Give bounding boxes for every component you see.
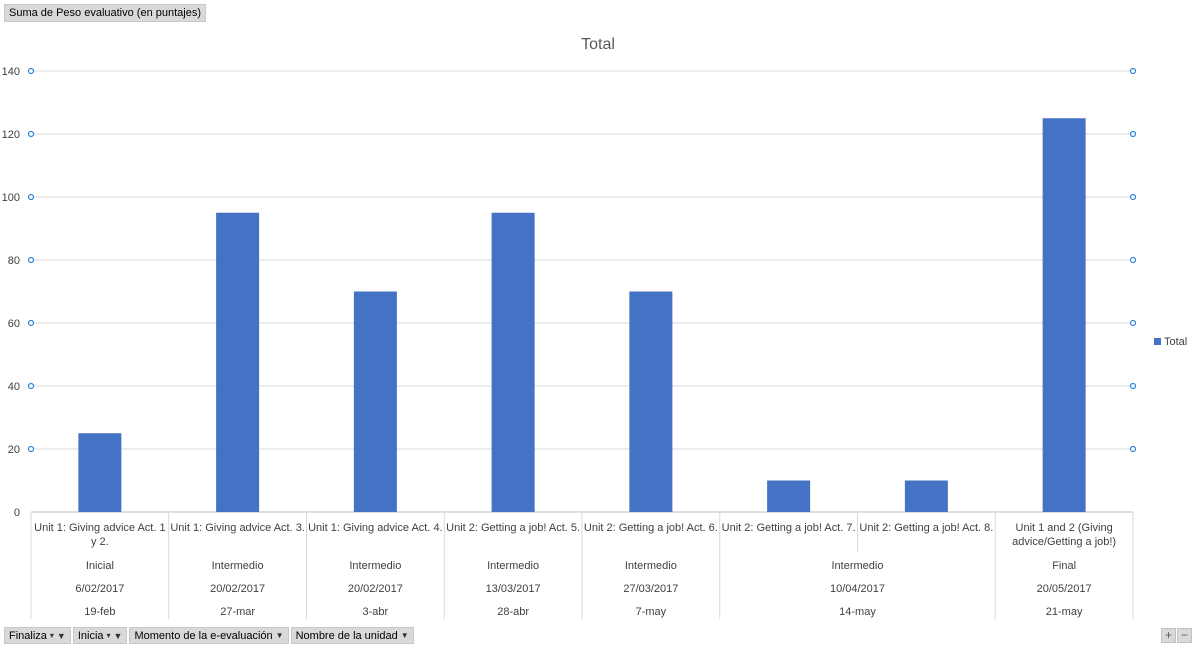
bars (78, 118, 1086, 513)
selection-handle[interactable] (27, 130, 35, 138)
category-label: Unit 2: Getting a job! Act. 6. (584, 522, 718, 534)
group-label: 7-may (636, 606, 667, 618)
group-label: Final (1052, 560, 1076, 572)
filter-field-button[interactable]: Momento de la e-evaluación ▼ (129, 627, 289, 644)
bar[interactable] (353, 291, 397, 513)
group-label: 19-feb (84, 606, 115, 618)
funnel-icon: ▼ (56, 630, 66, 641)
group-label: 27/03/2017 (623, 583, 678, 595)
group-label: 20/02/2017 (348, 583, 403, 595)
y-tick-label: 0 (14, 507, 20, 519)
group-label: Intermedio (212, 560, 264, 572)
zoom-out-button[interactable]: − (1177, 628, 1192, 643)
funnel-icon: ▼ (113, 630, 123, 641)
y-tick-label: 120 (2, 129, 20, 141)
y-tick-label: 20 (8, 444, 20, 456)
group-label: 28-abr (497, 606, 529, 618)
selection-handle[interactable] (1129, 130, 1137, 138)
bar[interactable] (1042, 118, 1086, 512)
group-label: 21-may (1046, 606, 1083, 618)
bar[interactable] (78, 433, 122, 512)
selection-handle[interactable] (1129, 193, 1137, 201)
selection-handle[interactable] (1129, 319, 1137, 327)
category-label: Unit 1 and 2 (Giving advice/Getting a job… (1012, 522, 1116, 548)
selection-handle[interactable] (1129, 67, 1137, 75)
y-tick-label: 60 (8, 318, 20, 330)
filter-field-button[interactable]: Inicia ▾ ▼ (72, 627, 128, 644)
group-label: Inicial (86, 560, 114, 572)
selection-handle[interactable] (27, 67, 35, 75)
selection-handle[interactable] (27, 445, 35, 453)
value-field-button[interactable]: Suma de Peso evaluativo (en puntajes) (4, 4, 207, 22)
group-label: 20/02/2017 (210, 583, 265, 595)
bar[interactable] (767, 480, 811, 513)
selection-handle[interactable] (1129, 256, 1137, 264)
y-tick-label: 40 (8, 381, 20, 393)
selection-handles (27, 67, 1137, 453)
bar[interactable] (491, 212, 535, 512)
chevron-down-icon: ▼ (400, 630, 409, 640)
group-label: Intermedio (625, 560, 677, 572)
filter-dropdown-icon: ▾ (106, 630, 111, 640)
category-label: Unit 2: Getting a job! Act. 5. (446, 522, 580, 534)
group-label: 10/04/2017 (830, 583, 885, 595)
legend: Total (1154, 336, 1187, 348)
group-label: 3-abr (363, 606, 389, 618)
filter-field-button[interactable]: Nombre de la unidad ▼ (290, 627, 414, 644)
category-label: Unit 1: Giving advice Act. 3. (170, 522, 305, 534)
group-label: 14-may (839, 606, 876, 618)
zoom-in-button[interactable]: + (1161, 628, 1176, 643)
chart-title: Total (581, 36, 615, 53)
legend-swatch (1154, 338, 1161, 345)
filter-field-label: Nombre de la unidad (295, 629, 398, 642)
y-axis: 0 20 40 60 80 100 120 140 (2, 66, 20, 519)
y-tick-label: 140 (2, 66, 20, 78)
filter-field-label: Finaliza (9, 629, 47, 642)
bar[interactable] (904, 480, 948, 513)
chevron-down-icon: ▼ (275, 630, 284, 640)
selection-handle[interactable] (1129, 445, 1137, 453)
selection-handle[interactable] (27, 256, 35, 264)
category-label: Unit 2: Getting a job! Act. 8. (859, 522, 993, 534)
group-label: 6/02/2017 (75, 583, 124, 595)
group-label: 27-mar (220, 606, 255, 618)
group-label: 20/05/2017 (1037, 583, 1092, 595)
group-label: Intermedio (487, 560, 539, 572)
selection-handle[interactable] (1129, 382, 1137, 390)
group-label: 13/03/2017 (486, 583, 541, 595)
gridlines (31, 70, 1133, 513)
group-label: Intermedio (349, 560, 401, 572)
selection-handle[interactable] (27, 319, 35, 327)
filter-field-bar: Finaliza ▾ ▼ Inicia ▾ ▼ Momento de la e-evalua… (4, 627, 414, 644)
filter-field-label: Inicia (77, 629, 104, 642)
filter-dropdown-icon: ▾ (49, 630, 54, 640)
y-tick-label: 100 (2, 192, 20, 204)
selection-handle[interactable] (27, 382, 35, 390)
filter-field-button[interactable]: Finaliza ▾ ▼ (4, 627, 71, 644)
legend-label: Total (1164, 336, 1187, 348)
bar[interactable] (629, 291, 673, 513)
category-label: Unit 2: Getting a job! Act. 7. (722, 522, 856, 534)
y-tick-label: 80 (8, 255, 20, 267)
group-label: Intermedio (832, 560, 884, 572)
bar[interactable] (216, 212, 260, 512)
filter-field-label: Momento de la e-evaluación (134, 629, 273, 642)
category-label: Unit 1: Giving advice Act. 4. (308, 522, 443, 534)
selection-handle[interactable] (27, 193, 35, 201)
